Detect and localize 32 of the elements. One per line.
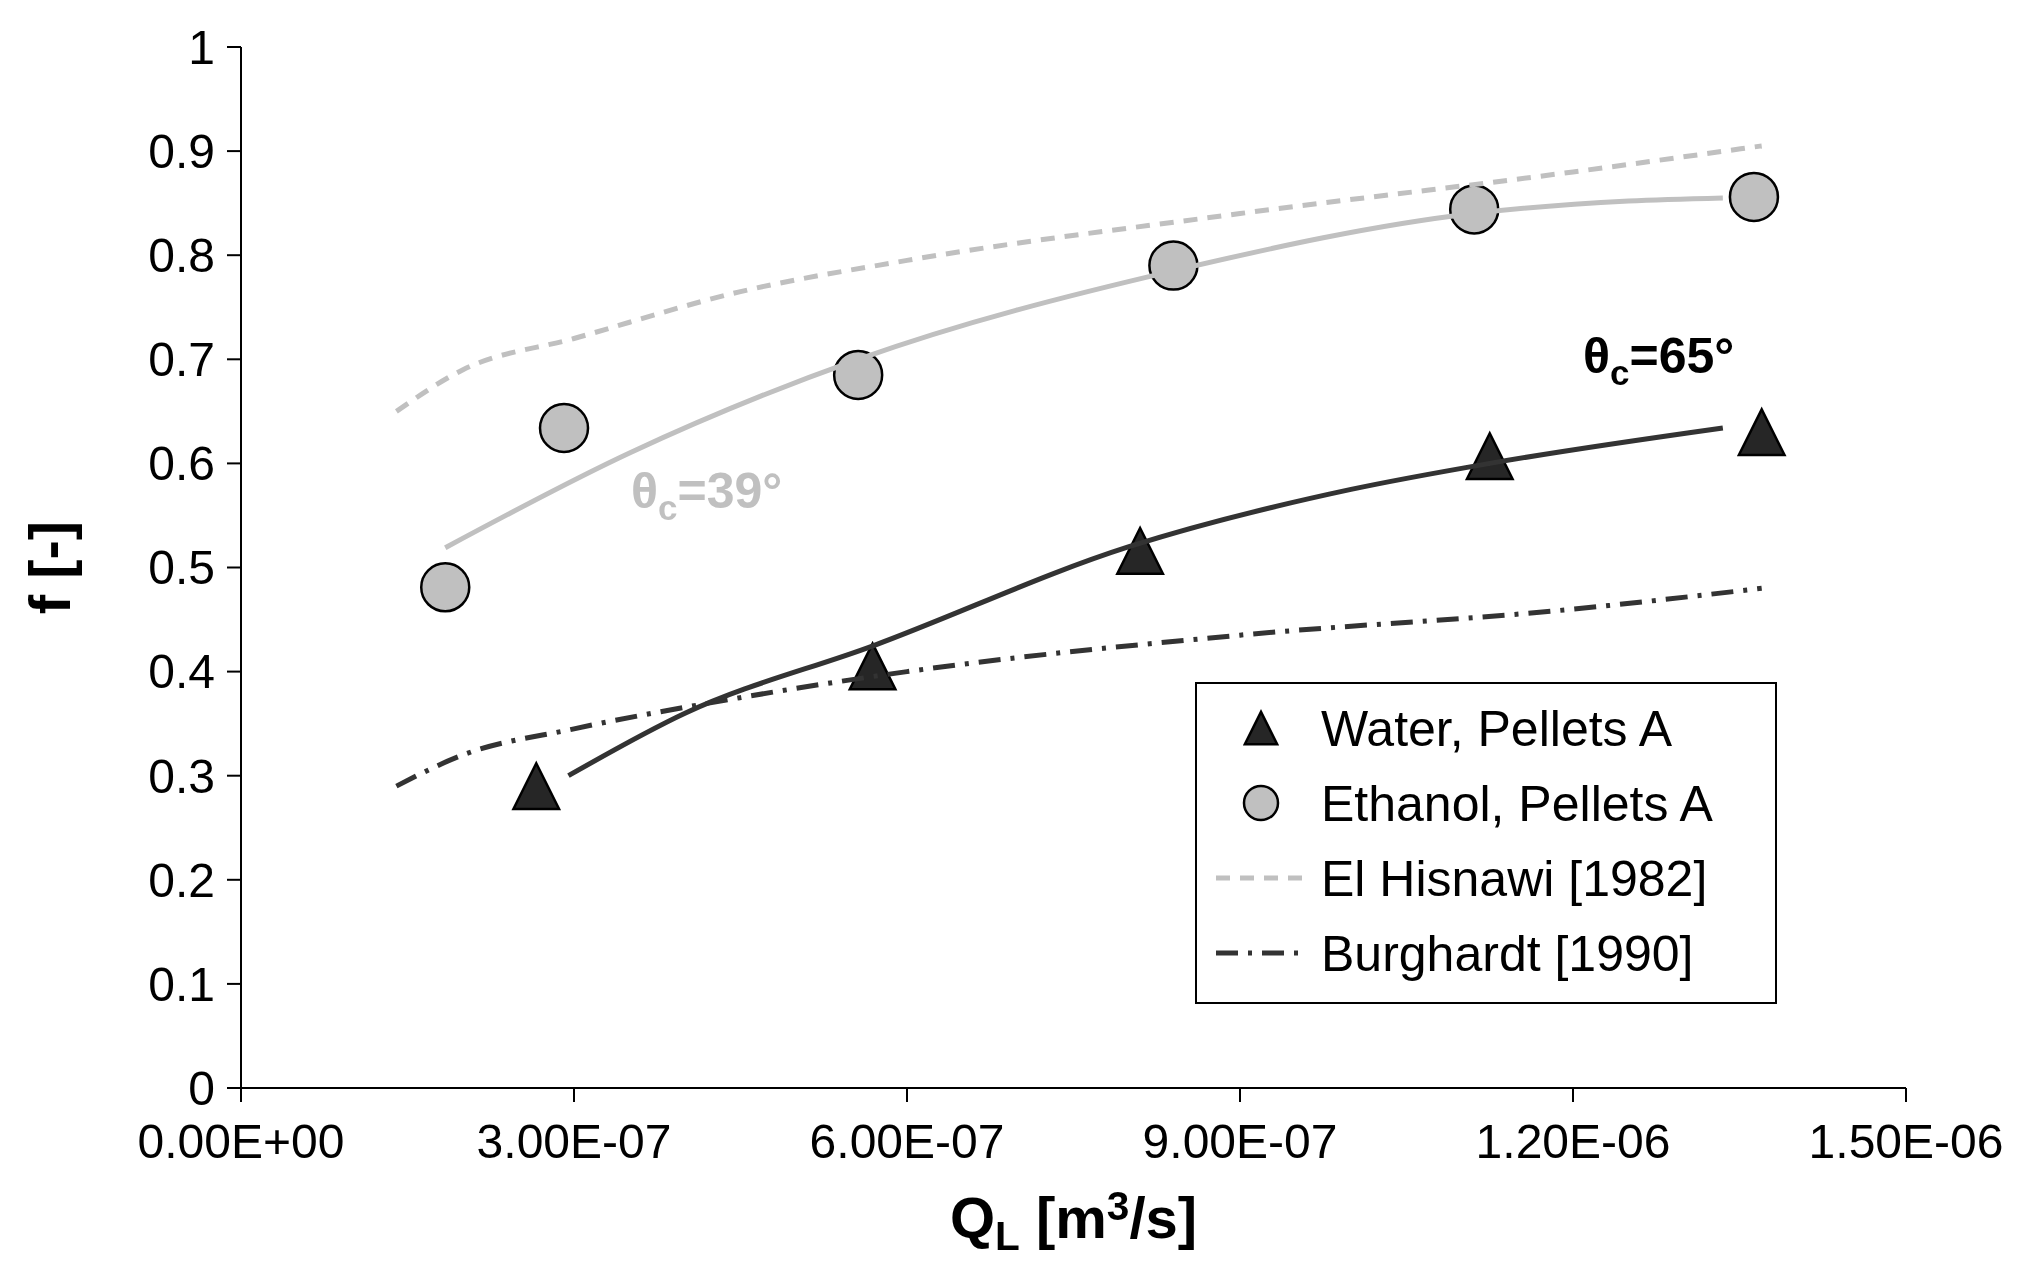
y-tick-label: 0.6 — [148, 437, 215, 491]
y-tick-label: 0 — [188, 1061, 215, 1115]
x-tick-label: 0.00E+00 — [137, 1115, 345, 1168]
x-tick-label: 1.50E-06 — [1808, 1115, 2004, 1168]
y-tick-label: 0.8 — [148, 229, 215, 282]
point — [1116, 526, 1165, 575]
y-tick-label: 0.2 — [148, 853, 215, 907]
point — [1728, 171, 1780, 223]
y-tick-label: 1 — [188, 20, 215, 74]
legend-label: Burghardt [1990] — [1321, 925, 1694, 982]
y-tick-label: 0.1 — [148, 957, 215, 1011]
x-axis-title: Q$_{L}$ [m$^{3}$/s] — [949, 1183, 1198, 1259]
legend-label: Water, Pellets A — [1321, 700, 1673, 757]
point — [419, 562, 471, 613]
annotation: θ$_{c}$=39° — [631, 463, 783, 527]
y-axis-title: f [-] — [17, 520, 82, 615]
legend-label: El Hisnawi [1982] — [1321, 850, 1708, 907]
y-tick-label: 0.3 — [148, 749, 215, 803]
x-tick-label: 6.00E-07 — [809, 1115, 1005, 1168]
point — [1737, 408, 1786, 457]
x-tick-label: 1.20E-06 — [1475, 1115, 1671, 1168]
legend-label: Ethanol, Pellets A — [1321, 775, 1714, 832]
y-tick-label: 0.4 — [148, 645, 215, 699]
x-tick-label: 9.00E-07 — [1142, 1115, 1338, 1168]
y-tick-label: 0.7 — [148, 333, 215, 387]
point — [832, 349, 884, 401]
point — [538, 402, 590, 454]
annotation: θ$_{c}$=65° — [1583, 328, 1735, 392]
point — [512, 762, 561, 811]
x-tick-label: 3.00E-07 — [476, 1115, 672, 1168]
y-tick-label: 0.9 — [148, 124, 215, 178]
y-tick-label: 0.5 — [148, 541, 215, 595]
